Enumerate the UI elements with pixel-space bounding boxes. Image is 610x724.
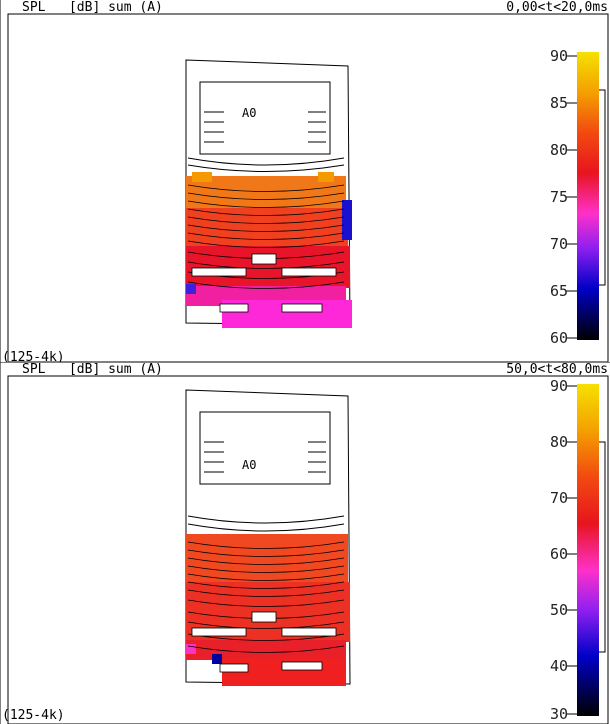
scale-tick: 90 <box>549 47 568 65</box>
panel-title: SPL [dB] sum (A) <box>22 362 163 377</box>
spl-map-2 <box>0 362 610 724</box>
scale-tick: 50 <box>549 601 568 619</box>
scale-tick: 85 <box>549 94 568 112</box>
scale-tick: 75 <box>549 188 568 206</box>
scale-tick: 65 <box>549 282 568 300</box>
scale-tick: 60 <box>549 545 568 563</box>
frequency-band: (125-4k) <box>2 350 65 365</box>
scale-tick: 90 <box>549 377 568 395</box>
time-window: 50,0<t<80,0ms <box>506 362 608 377</box>
source-label: A0 <box>242 458 257 472</box>
spl-panel-1: SPL [dB] sum (A) 0,00<t<20,0ms (125-4k) … <box>0 0 610 365</box>
scale-tick: 70 <box>549 235 568 253</box>
scale-tick: 80 <box>549 141 568 159</box>
spl-map-1 <box>0 0 609 362</box>
scale-tick: 40 <box>549 657 568 675</box>
source-label: A0 <box>242 106 257 120</box>
spl-panel-2: SPL [dB] sum (A) 50,0<t<80,0ms (125-4k) … <box>0 362 610 724</box>
scale-tick: 80 <box>549 433 568 451</box>
scale-tick: 70 <box>549 489 568 507</box>
frequency-band: (125-4k) <box>2 708 65 723</box>
panel-title: SPL [dB] sum (A) <box>22 0 163 15</box>
time-window: 0,00<t<20,0ms <box>506 0 608 15</box>
scale-tick: 30 <box>549 705 568 723</box>
scale-tick: 60 <box>549 329 568 347</box>
